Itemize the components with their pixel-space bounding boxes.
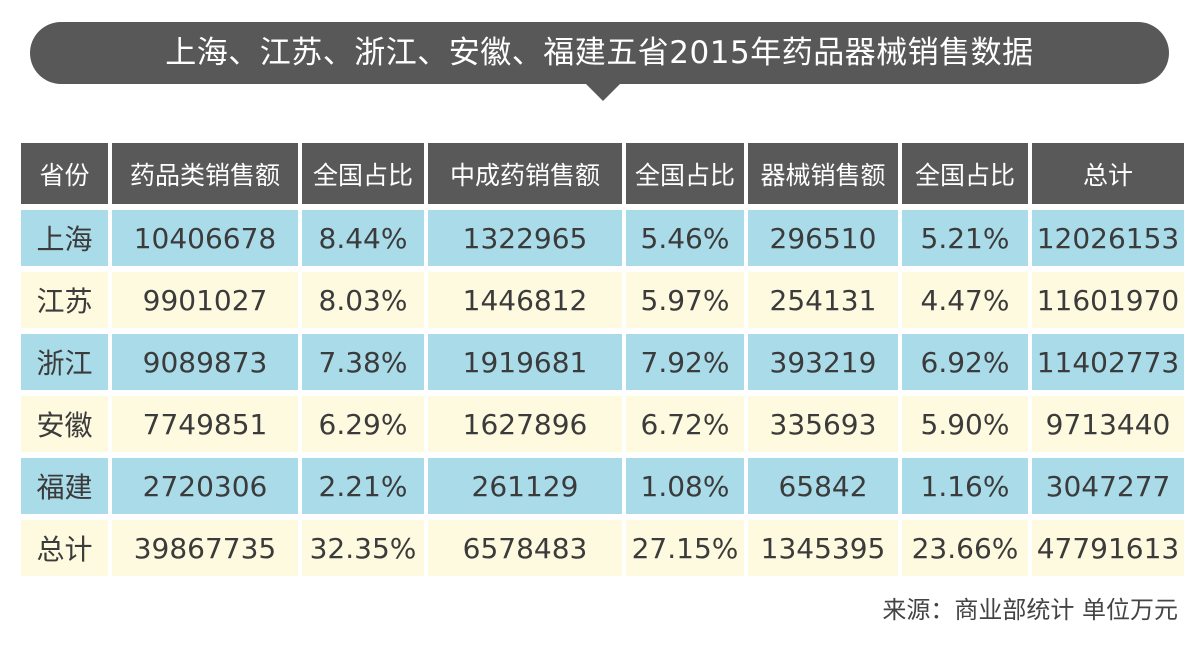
table-header-row: 省份 药品类销售额 全国占比 中成药销售额 全国占比 器械销售额 全国占比 总计: [21, 143, 1184, 204]
table-cell: 1.16%: [902, 458, 1028, 514]
table-cell: 6.29%: [302, 396, 424, 452]
table-cell: 8.44%: [302, 210, 424, 266]
table-cell: 6.92%: [902, 334, 1028, 390]
table-cell: 23.66%: [902, 520, 1028, 576]
table-cell: 1.08%: [626, 458, 744, 514]
title-pointer: [585, 83, 621, 101]
table-cell: 32.35%: [302, 520, 424, 576]
table-cell: 1919681: [428, 334, 622, 390]
table-cell: 65842: [748, 458, 898, 514]
table-cell: 上海: [21, 210, 108, 266]
column-header: 省份: [21, 143, 108, 204]
table-cell: 3047277: [1032, 458, 1184, 514]
table-cell: 安徽: [21, 396, 108, 452]
table-cell: 27.15%: [626, 520, 744, 576]
table-cell: 261129: [428, 458, 622, 514]
column-header: 全国占比: [902, 143, 1028, 204]
table-cell: 47791613: [1032, 520, 1184, 576]
table-cell: 浙江: [21, 334, 108, 390]
table-cell: 5.21%: [902, 210, 1028, 266]
table-cell: 5.90%: [902, 396, 1028, 452]
table-cell: 5.97%: [626, 272, 744, 328]
table-cell: 1322965: [428, 210, 622, 266]
table-cell: 1345395: [748, 520, 898, 576]
table-cell: 9713440: [1032, 396, 1184, 452]
source-note: 来源：商业部统计 单位万元: [882, 596, 1178, 624]
table-cell: 11601970: [1032, 272, 1184, 328]
table-cell: 1627896: [428, 396, 622, 452]
table-cell: 254131: [748, 272, 898, 328]
table-cell: 10406678: [112, 210, 298, 266]
table-cell: 12026153: [1032, 210, 1184, 266]
table-row-total: 总计 39867735 32.35% 6578483 27.15% 134539…: [21, 520, 1184, 576]
table-row: 浙江 9089873 7.38% 1919681 7.92% 393219 6.…: [21, 334, 1184, 390]
table-cell: 2720306: [112, 458, 298, 514]
table-cell: 335693: [748, 396, 898, 452]
column-header: 全国占比: [626, 143, 744, 204]
table-cell: 39867735: [112, 520, 298, 576]
table-cell: 总计: [21, 520, 108, 576]
table-row: 上海 10406678 8.44% 1322965 5.46% 296510 5…: [21, 210, 1184, 266]
table-cell: 8.03%: [302, 272, 424, 328]
table-cell: 6.72%: [626, 396, 744, 452]
column-header: 药品类销售额: [112, 143, 298, 204]
table-cell: 7.92%: [626, 334, 744, 390]
title-banner: 上海、江苏、浙江、安徽、福建五省2015年药品器械销售数据: [30, 22, 1169, 84]
column-header: 中成药销售额: [428, 143, 622, 204]
table-row: 江苏 9901027 8.03% 1446812 5.97% 254131 4.…: [21, 272, 1184, 328]
table-cell: 7749851: [112, 396, 298, 452]
table-cell: 江苏: [21, 272, 108, 328]
table-cell: 9901027: [112, 272, 298, 328]
table-cell: 1446812: [428, 272, 622, 328]
column-header: 总计: [1032, 143, 1184, 204]
page-title: 上海、江苏、浙江、安徽、福建五省2015年药品器械销售数据: [165, 35, 1034, 71]
table-cell: 6578483: [428, 520, 622, 576]
table-cell: 福建: [21, 458, 108, 514]
table-cell: 5.46%: [626, 210, 744, 266]
table-cell: 4.47%: [902, 272, 1028, 328]
table-cell: 11402773: [1032, 334, 1184, 390]
table-cell: 7.38%: [302, 334, 424, 390]
table-row: 安徽 7749851 6.29% 1627896 6.72% 335693 5.…: [21, 396, 1184, 452]
table-cell: 393219: [748, 334, 898, 390]
table-row: 福建 2720306 2.21% 261129 1.08% 65842 1.16…: [21, 458, 1184, 514]
table-cell: 296510: [748, 210, 898, 266]
column-header: 全国占比: [302, 143, 424, 204]
table-cell: 9089873: [112, 334, 298, 390]
column-header: 器械销售额: [748, 143, 898, 204]
sales-table: 省份 药品类销售额 全国占比 中成药销售额 全国占比 器械销售额 全国占比 总计…: [17, 137, 1188, 582]
table-cell: 2.21%: [302, 458, 424, 514]
